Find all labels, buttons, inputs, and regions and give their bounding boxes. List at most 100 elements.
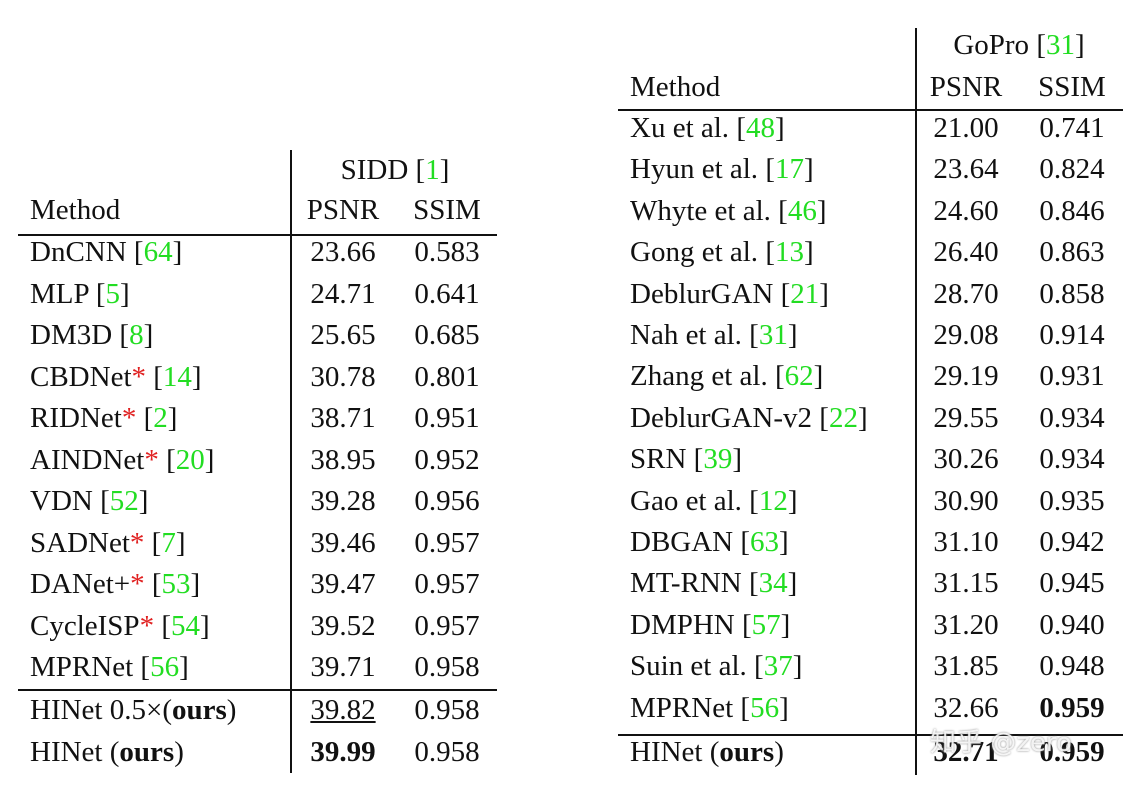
metric-value: 0.940 — [1039, 608, 1105, 641]
method-name: DeblurGAN [21] — [630, 277, 829, 310]
metric-value: 31.15 — [933, 567, 999, 600]
column-separator — [915, 28, 917, 775]
metric-value: 0.958 — [414, 694, 480, 726]
watermark: 知乎 @zero — [930, 728, 1072, 758]
metric-value: 0.685 — [414, 319, 480, 351]
method-name: Gong et al. [13] — [630, 236, 814, 269]
group-rule — [618, 734, 1123, 736]
metric-value: 0.945 — [1039, 567, 1105, 600]
method-name: VDN [52] — [30, 485, 149, 517]
method-name: Gao et al. [12] — [630, 484, 798, 517]
column-header: Method — [30, 194, 121, 226]
column-separator — [290, 150, 292, 773]
metric-value: 39.82 — [310, 694, 376, 726]
method-name: HINet (ours) — [630, 736, 784, 768]
metric-value: 31.85 — [933, 650, 999, 683]
metric-value: 30.26 — [933, 443, 999, 476]
metric-value: 0.951 — [414, 402, 480, 434]
method-name: RIDNet* [2] — [30, 402, 178, 434]
metric-value: 21.00 — [933, 112, 999, 144]
method-name: CycleISP* [54] — [30, 609, 210, 642]
metric-value: 0.935 — [1039, 484, 1105, 517]
column-header: Method — [630, 71, 721, 103]
column-header: PSNR — [306, 194, 380, 226]
column-header: PSNR — [929, 71, 1003, 103]
metric-value: 23.64 — [933, 153, 999, 186]
metric-value: 0.957 — [414, 609, 480, 642]
metric-value: 32.71 — [933, 736, 999, 768]
metric-value: 0.824 — [1039, 153, 1105, 186]
method-name: AINDNet* [20] — [30, 443, 215, 476]
method-name: DM3D [8] — [30, 319, 154, 351]
metric-value: 0.942 — [1039, 526, 1105, 558]
metric-value: 0.959 — [1039, 691, 1105, 724]
metric-value: 0.934 — [1039, 401, 1105, 434]
method-name: DeblurGAN-v2 [22] — [630, 401, 868, 434]
method-name: Zhang et al. [62] — [630, 360, 824, 393]
method-name: DANet+* [53] — [30, 568, 201, 600]
column-header: SSIM — [413, 194, 481, 226]
metric-value: 39.99 — [310, 735, 376, 768]
metric-value: 0.956 — [414, 485, 480, 517]
method-name: SRN [39] — [630, 443, 743, 476]
metric-value: 28.70 — [933, 277, 999, 310]
group-rule — [18, 689, 497, 691]
metric-value: 31.10 — [933, 526, 999, 558]
method-name: MPRNet [56] — [30, 651, 189, 683]
metric-value: 0.958 — [414, 651, 480, 683]
metric-value: 39.47 — [310, 568, 376, 600]
metric-value: 31.20 — [933, 608, 999, 641]
method-name: Whyte et al. [46] — [630, 194, 827, 227]
metric-value: 23.66 — [310, 236, 376, 268]
metric-value: 0.846 — [1039, 194, 1105, 227]
metric-value: 30.78 — [310, 360, 376, 393]
metric-value: 39.52 — [310, 609, 376, 642]
column-header: SSIM — [1038, 71, 1106, 103]
metric-value: 0.741 — [1039, 112, 1105, 144]
metric-value: 25.65 — [310, 319, 376, 351]
method-name: MPRNet [56] — [630, 691, 789, 724]
metric-value: 0.948 — [1039, 650, 1105, 683]
metric-value: 29.08 — [933, 319, 999, 351]
dataset-header: GoPro [31] — [953, 29, 1085, 61]
method-name: Xu et al. [48] — [630, 112, 785, 144]
metric-value: 29.19 — [933, 360, 999, 393]
method-name: DMPHN [57] — [630, 608, 791, 641]
metric-value: 0.958 — [414, 735, 480, 768]
metric-value: 0.957 — [414, 526, 480, 559]
metric-value: 26.40 — [933, 236, 999, 269]
metric-value: 0.641 — [414, 277, 480, 310]
method-name: CBDNet* [14] — [30, 360, 202, 393]
metric-value: 0.957 — [414, 568, 480, 600]
metric-value: 32.66 — [933, 691, 999, 724]
metric-value: 0.914 — [1039, 319, 1105, 351]
metric-value: 38.95 — [310, 443, 376, 476]
metric-value: 39.46 — [310, 526, 376, 559]
header-rule — [18, 234, 497, 236]
metric-value: 0.801 — [414, 360, 480, 393]
metric-value: 0.931 — [1039, 360, 1105, 393]
method-name: HINet (ours) — [30, 735, 184, 768]
metric-value: 24.71 — [310, 277, 376, 310]
metric-value: 0.863 — [1039, 236, 1105, 269]
metric-value: 39.28 — [310, 485, 376, 517]
method-name: MLP [5] — [30, 277, 130, 310]
metric-value: 0.952 — [414, 443, 480, 476]
metric-value: 24.60 — [933, 194, 999, 227]
metric-value: 0.858 — [1039, 277, 1105, 310]
metric-value: 30.90 — [933, 484, 999, 517]
method-name: Suin et al. [37] — [630, 650, 803, 683]
dataset-header: SIDD [1] — [340, 154, 450, 186]
method-name: MT-RNN [34] — [630, 567, 798, 600]
metric-value: 29.55 — [933, 401, 999, 434]
method-name: HINet 0.5×(ours) — [30, 694, 237, 726]
method-name: DnCNN [64] — [30, 236, 183, 268]
metric-value: 39.71 — [310, 651, 376, 683]
method-name: Hyun et al. [17] — [630, 153, 814, 186]
metric-value: 38.71 — [310, 402, 376, 434]
method-name: Nah et al. [31] — [630, 319, 798, 351]
method-name: SADNet* [7] — [30, 526, 186, 559]
metric-value: 0.959 — [1039, 736, 1105, 768]
header-rule — [618, 109, 1123, 111]
